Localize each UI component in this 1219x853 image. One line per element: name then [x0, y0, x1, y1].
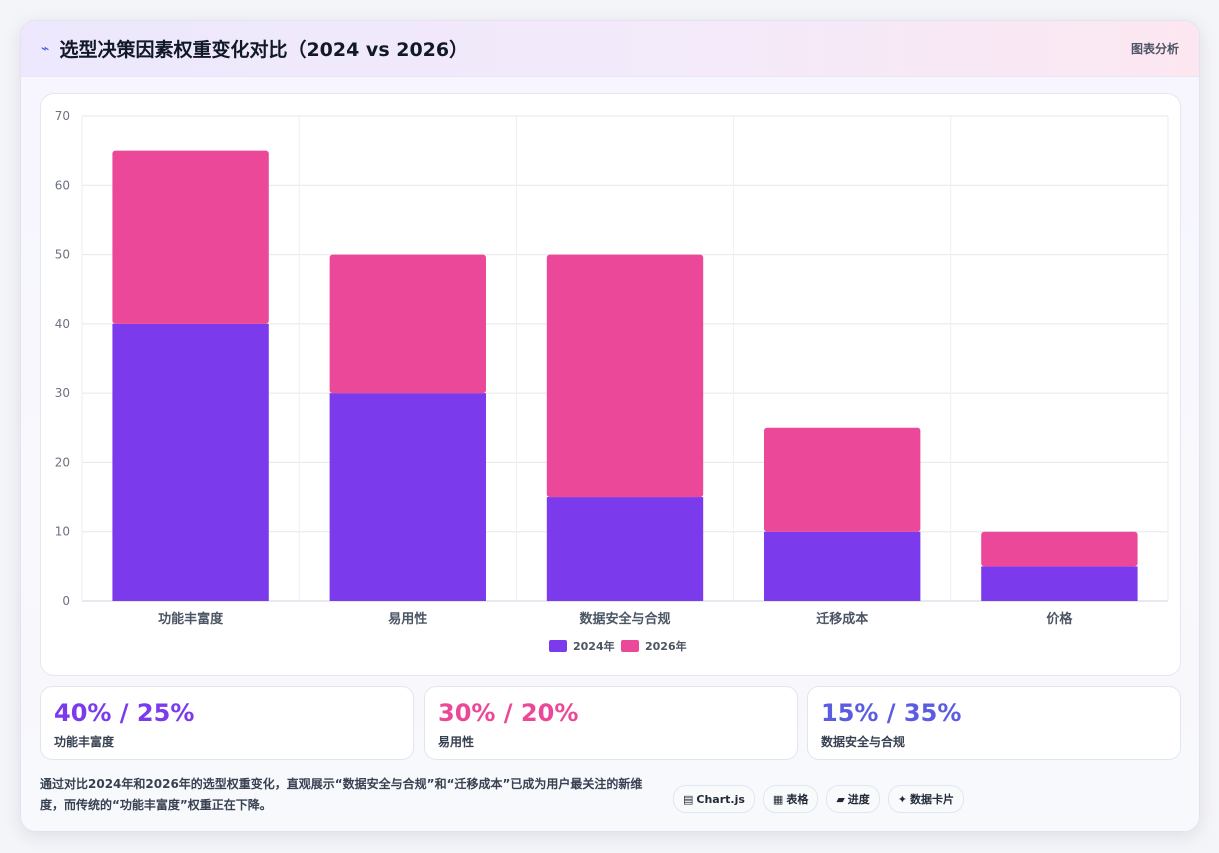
- x-tick-label: 易用性: [388, 611, 427, 627]
- y-tick-label: 0: [62, 594, 70, 608]
- card-header: ⌁ 选型决策因素权重变化对比（2024 vs 2026） 图表分析: [21, 21, 1199, 77]
- x-tick-label: 数据安全与合规: [579, 611, 670, 627]
- y-tick-label: 70: [55, 109, 70, 123]
- y-tick-label: 30: [55, 386, 70, 400]
- x-tick-label: 价格: [1046, 611, 1073, 627]
- bar-segment: [329, 254, 486, 394]
- x-tick-label: 迁移成本: [816, 611, 868, 627]
- legend-swatch: [621, 640, 639, 652]
- stat-label: 数据安全与合规: [821, 735, 906, 749]
- chart-analysis-tag[interactable]: 图表分析: [1130, 42, 1179, 56]
- y-tick-label: 50: [55, 248, 70, 262]
- stat-label: 易用性: [438, 735, 475, 749]
- stat-label: 功能丰富度: [54, 735, 115, 749]
- stacked-bar-chart: 0 10 20 30 40 50 60 70 功能丰富度 易用性 数据安全与合规 迁移成本 价格 2024…: [55, 109, 1169, 653]
- chart-card: ⌁ 选型决策因素权重变化对比（2024 vs 2026） 图表分析 0 10 20 3…: [20, 20, 1200, 832]
- chip-chartjs[interactable]: ▤ Chart.js: [673, 785, 755, 813]
- bar-segment: [112, 150, 269, 324]
- table-icon: ▦: [772, 792, 784, 806]
- bar-segment: [981, 566, 1138, 601]
- sparkle-icon: ✦: [897, 792, 908, 806]
- chip-data-card[interactable]: ✦ 数据卡片: [887, 785, 965, 813]
- chart-description: 通过对比2024年和2026年的选型权重变化，直观展示“数据安全与合规”和“迁移…: [40, 777, 643, 812]
- legend-label: 2026年: [645, 639, 687, 653]
- bar-segment: [546, 254, 704, 498]
- stat-card-security: 15% / 35% 数据安全与合规: [807, 686, 1181, 760]
- stat-value: 40% / 25%: [54, 699, 195, 727]
- y-tick-label: 40: [55, 317, 70, 331]
- y-tick-label: 60: [55, 178, 70, 192]
- y-tick-label: 10: [55, 525, 70, 539]
- bar-segment: [764, 531, 921, 601]
- chip-label: 进度: [847, 793, 870, 806]
- chip-table[interactable]: ▦ 表格: [762, 785, 819, 813]
- chip-label: 表格: [786, 793, 809, 806]
- title-wrap: ⌁ 选型决策因素权重变化对比（2024 vs 2026）: [41, 35, 468, 62]
- x-tick-label: 功能丰富度: [158, 611, 224, 627]
- card-body: 0 10 20 30 40 50 60 70 功能丰富度 易用性 数据安全与合规 迁移成本 价格 2024…: [21, 77, 1199, 831]
- line-chart-icon: ⌁: [41, 40, 50, 57]
- bar-segment: [764, 427, 921, 532]
- legend-item: 2024年: [549, 639, 615, 653]
- tech-chips: ▤ Chart.js ▦ 表格 ▰ 进度 ✦ 数据卡片: [673, 785, 965, 813]
- chart-title: 选型决策因素权重变化对比（2024 vs 2026）: [59, 39, 469, 61]
- legend-label: 2024年: [573, 639, 615, 653]
- chart-container: 0 10 20 30 40 50 60 70 功能丰富度 易用性 数据安全与合规 迁移成本 价格 2024…: [40, 93, 1181, 676]
- y-tick-label: 20: [55, 455, 70, 469]
- stat-card-usability: 30% / 20% 易用性: [424, 686, 798, 760]
- stat-value: 15% / 35%: [821, 699, 962, 727]
- bar-segment: [112, 323, 269, 601]
- stat-value: 30% / 20%: [438, 699, 579, 727]
- bar-segment: [329, 393, 486, 601]
- bar-segment: [546, 497, 704, 601]
- chip-label: Chart.js: [696, 792, 745, 806]
- legend-swatch: [549, 640, 567, 652]
- progress-icon: ▰: [836, 792, 845, 806]
- legend-item: 2026年: [621, 639, 687, 653]
- bar-segment: [981, 531, 1138, 567]
- stat-card-features: 40% / 25% 功能丰富度: [40, 686, 414, 760]
- chip-label: 数据卡片: [910, 793, 955, 806]
- chart-icon: ▤: [683, 792, 694, 806]
- chip-progress[interactable]: ▰ 进度: [826, 785, 880, 813]
